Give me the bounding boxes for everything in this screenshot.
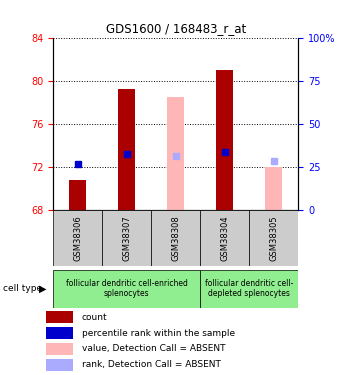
Bar (69, 180, 86, 210)
Text: value, Detection Call = ABSENT: value, Detection Call = ABSENT (82, 344, 225, 353)
Bar (46, 343, 73, 355)
Bar (102, 210, 151, 266)
Bar (46, 359, 73, 370)
Bar (46, 327, 73, 339)
Bar (200, 270, 298, 308)
Text: GSM38308: GSM38308 (171, 215, 180, 261)
Bar (216, 70, 234, 210)
Text: GSM38307: GSM38307 (122, 215, 131, 261)
Bar (53, 270, 200, 308)
Text: percentile rank within the sample: percentile rank within the sample (82, 328, 235, 338)
Bar (265, 167, 283, 210)
Bar (151, 210, 200, 266)
Text: cell type: cell type (3, 284, 43, 293)
Text: GSM38305: GSM38305 (269, 215, 279, 261)
Text: rank, Detection Call = ABSENT: rank, Detection Call = ABSENT (82, 360, 221, 369)
Bar (200, 210, 249, 266)
Text: GSM38306: GSM38306 (73, 215, 82, 261)
Text: follicular dendritic cell-
depleted splenocytes: follicular dendritic cell- depleted sple… (205, 279, 294, 298)
Bar (249, 210, 298, 266)
Bar (118, 89, 135, 210)
Text: GSM38304: GSM38304 (220, 215, 229, 261)
Text: ▶: ▶ (39, 284, 47, 294)
Text: follicular dendritic cell-enriched
splenocytes: follicular dendritic cell-enriched splen… (66, 279, 188, 298)
Bar (53, 210, 102, 266)
Bar (167, 97, 185, 210)
Title: GDS1600 / 168483_r_at: GDS1600 / 168483_r_at (106, 22, 246, 35)
Bar (46, 311, 73, 323)
Text: count: count (82, 312, 108, 321)
